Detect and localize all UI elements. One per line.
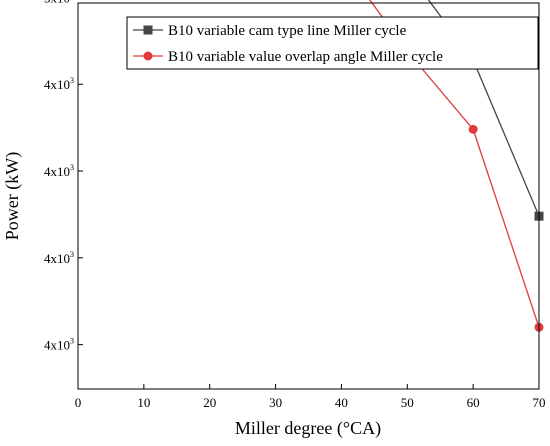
- legend: B10 variable cam type line Miller cycle …: [126, 16, 539, 70]
- x-tick-label: 20: [203, 395, 216, 410]
- y-tick-label: 4x103: [44, 250, 74, 266]
- y-tick-label-base: 4x10: [44, 338, 70, 353]
- series-2-line: [369, 0, 540, 328]
- x-axis-title: Miller degree (°CA): [235, 418, 381, 439]
- legend-box: [126, 16, 539, 70]
- series-2-point: [468, 124, 478, 134]
- y-tick-label: 4x103: [44, 163, 74, 179]
- y-tick-label: 5x103: [44, 0, 74, 5]
- x-tick-labels: 0 10 20 30 40 50 60 70: [75, 395, 546, 410]
- x-tick-marks: [77, 384, 540, 389]
- x-tick-label: 60: [467, 395, 480, 410]
- x-tick-label: 50: [401, 395, 414, 410]
- x-tick-label: 10: [137, 395, 150, 410]
- x-tick-label: 70: [533, 395, 546, 410]
- plot-frame: [77, 2, 540, 390]
- y-tick-label-base: 5x10: [44, 0, 70, 5]
- x-tick-label: 30: [269, 395, 282, 410]
- y-tick-labels: 4x1034x1034x1034x1035x1035x1035x1035x103…: [44, 0, 74, 353]
- y-tick-label-exponent: 3: [70, 163, 74, 172]
- y-tick-label: 4x103: [44, 337, 74, 353]
- y-tick-label: 4x103: [44, 76, 74, 92]
- y-axis-title: Power (kW): [2, 152, 23, 240]
- x-tick-label: 40: [335, 395, 348, 410]
- legend-label-series-2: B10 variable value overlap angle Miller …: [168, 49, 443, 65]
- legend-marker-series-2: [143, 51, 153, 61]
- y-tick-label-base: 4x10: [44, 251, 70, 266]
- y-tick-label-exponent: 3: [70, 76, 74, 85]
- y-tick-label-base: 4x10: [44, 164, 70, 179]
- x-tick-label: 0: [75, 395, 82, 410]
- y-tick-label-exponent: 3: [70, 337, 74, 346]
- y-tick-marks: [78, 83, 83, 346]
- legend-marker-series-1: [143, 25, 153, 35]
- y-tick-label-exponent: 3: [70, 250, 74, 259]
- y-tick-label-base: 4x10: [44, 77, 70, 92]
- legend-label-series-1: B10 variable cam type line Miller cycle: [168, 23, 407, 39]
